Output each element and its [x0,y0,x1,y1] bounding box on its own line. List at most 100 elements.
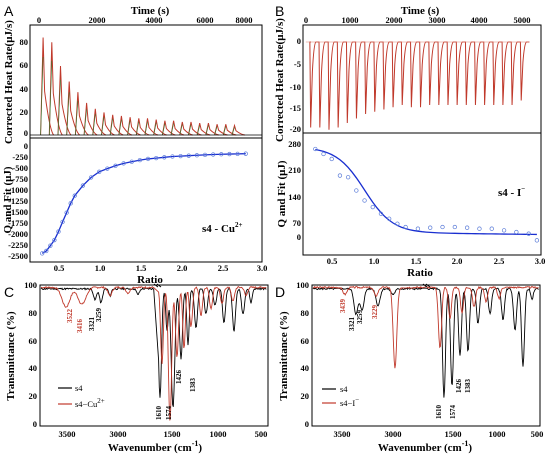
tick-label: -5 [294,59,301,69]
data-point [211,152,216,157]
tick-label: -20 [290,124,301,134]
data-point [501,228,507,233]
panel-d-ylabel: Transmittance (%) [278,311,290,401]
tick-label: -2500 [8,251,28,261]
data-point [489,226,494,231]
peak-label: 3522 [66,309,74,324]
injection-peak-shade [170,123,174,136]
axis-break-mark [425,283,431,288]
injection-peak-shade [231,127,235,136]
tick-label: -500 [12,163,28,173]
injection-peak-shade [179,124,183,136]
tick-label: 40 [301,363,310,373]
peak-label: 3439 [339,299,347,314]
data-point [395,221,400,226]
data-point [145,156,151,162]
panel-a-top-xticks: 0 2000 4000 6000 8000 [37,15,253,25]
data-point [514,229,519,235]
tick-label: -750 [12,174,28,184]
panel-a-bottom-xlabel: Ratio [137,274,163,286]
tick-label: 3000 [385,429,402,439]
injection-peak-shade [66,92,70,136]
peak-label: 3321 [348,317,356,332]
peak-label: 1383 [189,378,197,393]
injection-peak-shade [153,122,157,136]
panel-a: A Time (s) 0 2000 4000 6000 8000 80 60 4… [2,3,267,286]
injection-peak-shade [162,123,166,136]
legend-label-s4: s4 [75,383,83,393]
tick-label: 60 [29,336,38,346]
panel-b-label: B [275,3,284,19]
data-point [48,243,53,248]
tick-label: 20 [20,107,29,117]
tick-label: 2.5 [218,263,229,273]
data-point [162,155,167,160]
tick-label: -2000 [8,229,28,239]
panel-d-xticks: 3500 3000 1500 1000 500 [334,429,544,439]
data-point [88,175,94,180]
panel-c-legend: s4 s4−Cu2+ [58,383,105,409]
data-point [52,237,57,243]
data-point [170,154,175,159]
panel-b-bottom-frame [302,132,542,256]
panel-c-yticks: 100 80 60 40 20 0 [24,280,37,429]
data-point [235,151,240,157]
data-point [194,153,200,158]
tick-label: 1.0 [95,263,106,273]
data-point [121,161,126,166]
injection-peak-shade [49,60,53,136]
injection-peak [48,42,63,136]
data-point [313,146,318,152]
injection-peak-shade [127,120,131,136]
data-point [345,175,351,180]
injection-peak-shade [101,116,105,136]
panel-c-label: C [4,284,14,300]
data-point [113,163,118,168]
data-point [378,211,384,216]
panel-a-bottom-xticks: 0.5 1.0 1.5 2.0 2.5 3.0 [54,263,268,273]
injection-peak [92,108,107,136]
injection-peak-shade [136,121,140,136]
injection-peak [83,102,98,136]
tick-label: 4000 [146,15,163,25]
spectrum-line [312,286,539,398]
peak-label: 1383 [464,379,472,394]
tick-label: 500 [531,429,544,439]
tick-label: -2250 [8,240,28,250]
data-point [105,166,110,171]
data-point [137,157,143,163]
data-point [40,251,45,256]
panel-c-ylabel: Transmittance (%) [5,311,17,401]
tick-label: 1.5 [136,263,147,273]
data-point [534,238,540,243]
peak-label: 1610 [435,405,443,420]
tick-label: 4000 [471,15,488,25]
tick-label: 2000 [386,15,403,25]
tick-label: 1500 [164,429,181,439]
tick-label: 280 [288,139,301,149]
peak-label: 1610 [155,406,163,421]
data-point [60,219,65,225]
panel-b-bottom-plot [313,146,540,243]
panel-c-frame [39,284,269,427]
injection-peak-shade [196,125,200,136]
tick-label: 2.0 [452,256,463,266]
tick-label: 70 [293,218,302,228]
panel-c: C 100 80 60 40 20 0 Transmittance (%) 35… [4,280,269,454]
tick-label: -1250 [8,196,28,206]
tick-label: 1500 [445,429,462,439]
panel-b-bottom-xticks: 0.5 1.0 1.5 2.0 2.5 3.0 [327,256,546,266]
tick-label: 40 [20,84,29,94]
panel-b-bottom-xlabel: Ratio [407,267,433,279]
injection-peak-shade [57,79,61,136]
peak-label: 3229 [371,305,379,320]
panel-b-top-plot [305,41,530,130]
data-point [178,153,183,159]
panel-a-bottom-frame [29,137,263,263]
panel-b-top-ylabel: Corrected Heat Rate(μJ/s) [274,18,286,142]
tick-label: 60 [301,336,310,346]
tick-label: 1.0 [369,256,380,266]
legend-label-s4-i: s4−I− [340,396,359,408]
tick-label: -15 [290,103,301,113]
injection-peak-shade [188,124,192,136]
